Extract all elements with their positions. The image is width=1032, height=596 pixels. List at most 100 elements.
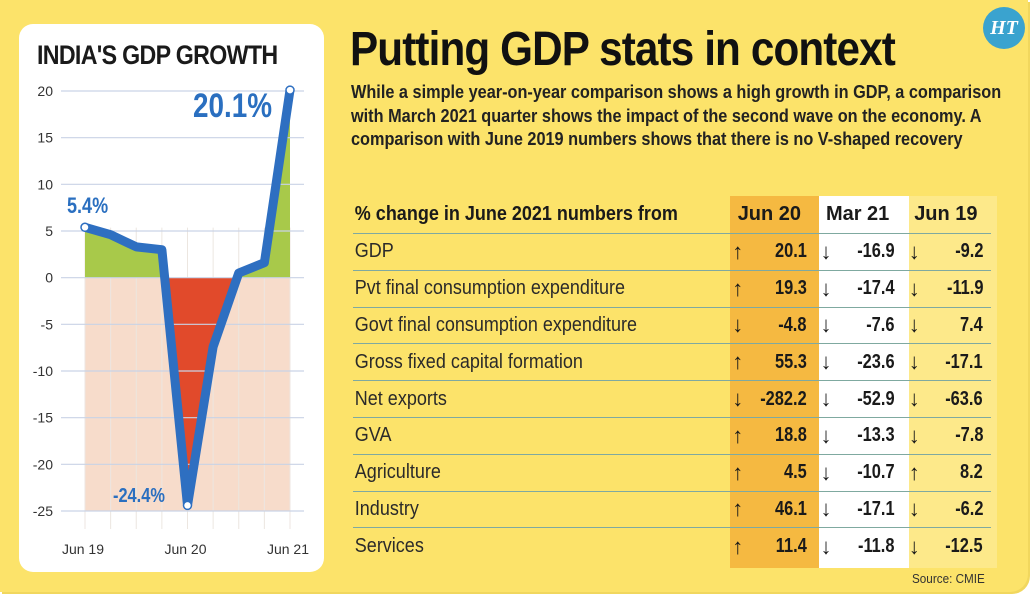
arrow-down-icon: ↓: [820, 422, 832, 448]
cell-value: -7.6: [866, 313, 895, 336]
cell-value: -11.8: [858, 535, 895, 558]
highlight-marker: [285, 85, 295, 95]
y-tick-label: 20: [37, 83, 53, 99]
cell-value: 20.1: [774, 240, 807, 263]
cell-value: -17.4: [857, 277, 895, 300]
y-tick-label: -5: [41, 316, 54, 332]
cell-value: -11.9: [946, 277, 983, 300]
cell-jun19: ↑ 8.2: [903, 460, 991, 486]
column-header-mar21: Mar 21: [825, 203, 890, 225]
cell-jun20: ↑ 55.3: [726, 349, 814, 375]
positive-area: [85, 90, 290, 278]
cell-value: 19.3: [774, 277, 807, 300]
cell-jun19: ↓ -11.9: [903, 276, 991, 302]
arrow-up-icon: ↑: [732, 422, 744, 448]
highlight-marker: [182, 500, 193, 511]
arrow-up-icon: ↑: [732, 349, 744, 375]
table-row: GDP ↑ 20.1 ↓ -16.9 ↓ -9.2: [353, 234, 991, 271]
table-row: Net exports ↓ -282.2 ↓ -52.9 ↓ -63.6: [353, 381, 991, 418]
column-header-jun19: Jun 19: [914, 203, 978, 225]
cell-jun20: ↓ -4.8: [726, 312, 814, 338]
cell-mar21: ↓ -11.8: [815, 534, 903, 560]
column-bg-jun20: [730, 196, 819, 568]
arrow-down-icon: ↓: [908, 496, 920, 522]
annotation-label: -24.4%: [113, 483, 165, 506]
arrow-up-icon: ↑: [732, 459, 744, 485]
y-tick-label: 10: [37, 176, 53, 192]
cell-mar21: ↓ -10.7: [815, 460, 903, 486]
cell-value: -7.8: [954, 424, 983, 447]
arrow-up-icon: ↑: [732, 496, 744, 522]
cell-value: 55.3: [774, 350, 807, 373]
table-row: Pvt final consumption expenditure ↑ 19.3 ↓ -…: [353, 271, 991, 308]
row-label: GDP: [354, 240, 394, 263]
data-point: [237, 271, 241, 275]
cell-value: -282.2: [759, 387, 807, 410]
cell-jun20: ↓ -282.2: [726, 386, 814, 412]
data-point: [109, 233, 113, 237]
arrow-up-icon: ↑: [732, 238, 744, 264]
cell-jun19: ↓ -12.5: [903, 534, 991, 560]
cell-jun19: ↓ -7.8: [903, 423, 991, 449]
arrow-down-icon: ↓: [908, 533, 920, 559]
cell-jun19: ↓ -9.2: [903, 239, 991, 265]
gdp-chart-panel: INDIA'S GDP GROWTH 20 15 10 5 0 -5 -10 -15 -20 -2…: [19, 24, 324, 572]
table-row: Govt final consumption expenditure ↓ -4.8 ↓…: [353, 308, 991, 345]
cell-jun20: ↑ 18.8: [726, 423, 814, 449]
cell-value: -52.9: [857, 387, 895, 410]
cell-value: -13.3: [857, 424, 895, 447]
cell-jun20: ↑ 20.1: [726, 239, 814, 265]
cell-value: -9.2: [954, 240, 983, 263]
negative-area: [85, 277, 290, 506]
arrow-down-icon: ↓: [908, 312, 920, 338]
cell-value: -23.6: [857, 350, 895, 373]
x-tick-label: Jun 21: [267, 541, 309, 557]
row-label: Gross fixed capital formation: [354, 350, 583, 373]
arrow-down-icon: ↓: [820, 238, 832, 264]
arrow-up-icon: ↑: [732, 533, 744, 559]
cell-mar21: ↓ -23.6: [815, 349, 903, 375]
arrow-down-icon: ↓: [908, 386, 920, 412]
cell-jun19: ↓ -6.2: [903, 496, 991, 522]
arrow-down-icon: ↓: [908, 238, 920, 264]
arrow-down-icon: ↓: [732, 312, 744, 338]
cell-jun19: ↓ 7.4: [903, 312, 991, 338]
table-row: Services ↑ 11.4 ↓ -11.8 ↓ -12.5: [353, 528, 991, 565]
cell-value: -10.7: [857, 461, 895, 484]
data-point: [160, 248, 164, 252]
arrow-up-icon: ↑: [908, 459, 920, 485]
cell-mar21: ↓ -17.4: [815, 276, 903, 302]
cell-value: 7.4: [960, 313, 983, 336]
row-label: Industry: [354, 497, 419, 520]
cell-mar21: ↓ -52.9: [815, 386, 903, 412]
data-point: [211, 345, 215, 349]
column-bg-mar21: [819, 196, 909, 568]
row-label: Govt final consumption expenditure: [354, 313, 637, 336]
cell-value: 11.4: [775, 535, 807, 558]
x-tick-label: Jun 19: [62, 541, 104, 557]
data-point: [134, 245, 138, 249]
cell-mar21: ↓ -16.9: [815, 239, 903, 265]
comparison-table: % change in June 2021 numbers from Jun 2…: [353, 196, 997, 568]
y-tick-label: 0: [45, 270, 53, 286]
cell-jun20: ↑ 46.1: [726, 496, 814, 522]
source-note: Source: CMIE: [912, 571, 985, 586]
y-tick-label: 15: [37, 130, 53, 146]
y-tick-label: -25: [33, 503, 53, 519]
cell-jun19: ↓ -63.6: [903, 386, 991, 412]
data-point: [262, 261, 266, 265]
cell-value: 46.1: [774, 497, 807, 520]
cell-jun20: ↑ 19.3: [726, 276, 814, 302]
cell-value: -17.1: [857, 497, 895, 520]
cell-jun20: ↑ 11.4: [726, 534, 814, 560]
cell-value: -16.9: [857, 240, 895, 263]
row-label: GVA: [354, 424, 392, 447]
row-label: Net exports: [354, 387, 447, 410]
cell-value: -63.6: [945, 387, 983, 410]
table-row: Gross fixed capital formation ↑ 55.3 ↓ -23.6…: [353, 344, 991, 382]
y-tick-label: -10: [33, 363, 53, 379]
cell-mar21: ↓ -17.1: [815, 496, 903, 522]
arrow-up-icon: ↑: [732, 275, 744, 301]
intro-paragraph: While a simple year-on-year comparison s…: [351, 81, 1002, 149]
